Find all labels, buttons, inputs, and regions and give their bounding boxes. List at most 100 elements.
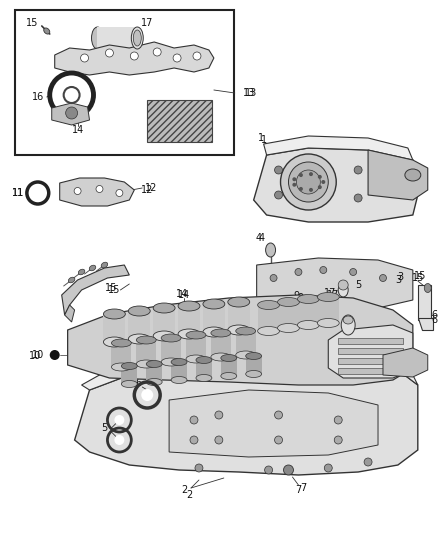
Circle shape bbox=[173, 54, 181, 62]
Ellipse shape bbox=[111, 339, 131, 347]
Circle shape bbox=[193, 52, 201, 60]
Text: 15: 15 bbox=[413, 271, 426, 281]
Circle shape bbox=[280, 154, 336, 210]
Ellipse shape bbox=[103, 309, 125, 319]
Bar bbox=[111, 343, 131, 367]
Ellipse shape bbox=[258, 327, 279, 335]
Ellipse shape bbox=[265, 243, 276, 257]
Circle shape bbox=[350, 269, 357, 276]
Text: 8: 8 bbox=[85, 335, 91, 345]
Polygon shape bbox=[62, 265, 129, 315]
Polygon shape bbox=[254, 148, 418, 222]
Circle shape bbox=[114, 415, 124, 425]
Ellipse shape bbox=[101, 262, 108, 268]
Polygon shape bbox=[368, 150, 428, 200]
Bar bbox=[178, 306, 200, 334]
Text: 12: 12 bbox=[141, 185, 153, 195]
Ellipse shape bbox=[186, 355, 206, 363]
Bar bbox=[161, 338, 181, 362]
Circle shape bbox=[318, 175, 322, 179]
Bar bbox=[297, 299, 319, 325]
Bar bbox=[136, 340, 156, 364]
Text: 13: 13 bbox=[244, 88, 257, 98]
Circle shape bbox=[114, 435, 124, 445]
Ellipse shape bbox=[131, 27, 143, 49]
Circle shape bbox=[215, 411, 223, 419]
Ellipse shape bbox=[221, 373, 237, 379]
Bar bbox=[15, 10, 234, 155]
Bar bbox=[171, 362, 187, 380]
Polygon shape bbox=[264, 136, 413, 160]
Circle shape bbox=[338, 280, 348, 290]
Circle shape bbox=[289, 162, 328, 202]
Text: 15: 15 bbox=[26, 18, 38, 28]
Text: 5: 5 bbox=[101, 423, 108, 433]
Polygon shape bbox=[67, 295, 413, 385]
Circle shape bbox=[318, 185, 322, 189]
Bar bbox=[236, 331, 256, 355]
Ellipse shape bbox=[424, 284, 431, 293]
Bar bbox=[338, 348, 403, 354]
Text: 11: 11 bbox=[12, 188, 24, 198]
Text: 14: 14 bbox=[178, 290, 190, 300]
Circle shape bbox=[309, 172, 313, 176]
Ellipse shape bbox=[297, 320, 319, 329]
Text: 3: 3 bbox=[395, 275, 401, 285]
Bar bbox=[221, 358, 237, 376]
Polygon shape bbox=[418, 285, 431, 320]
Ellipse shape bbox=[236, 327, 256, 335]
Circle shape bbox=[215, 436, 223, 444]
Circle shape bbox=[190, 416, 198, 424]
Text: 11: 11 bbox=[12, 188, 24, 198]
Circle shape bbox=[275, 191, 283, 199]
Ellipse shape bbox=[44, 28, 50, 34]
Circle shape bbox=[324, 464, 332, 472]
Bar bbox=[338, 368, 403, 374]
Ellipse shape bbox=[153, 303, 175, 313]
Ellipse shape bbox=[228, 325, 250, 335]
Ellipse shape bbox=[146, 360, 162, 367]
Circle shape bbox=[299, 187, 303, 191]
Ellipse shape bbox=[278, 297, 300, 306]
Ellipse shape bbox=[89, 265, 96, 271]
Bar bbox=[318, 297, 339, 323]
Polygon shape bbox=[81, 356, 418, 390]
Text: 4: 4 bbox=[256, 233, 261, 243]
Ellipse shape bbox=[161, 358, 181, 366]
Ellipse shape bbox=[186, 331, 206, 339]
Polygon shape bbox=[65, 305, 74, 322]
Ellipse shape bbox=[171, 376, 187, 384]
Ellipse shape bbox=[246, 352, 261, 359]
Ellipse shape bbox=[178, 301, 200, 311]
Text: 7: 7 bbox=[295, 485, 301, 495]
Circle shape bbox=[364, 458, 372, 466]
Text: 4: 4 bbox=[258, 233, 265, 243]
Ellipse shape bbox=[318, 319, 339, 327]
Polygon shape bbox=[60, 178, 134, 206]
Ellipse shape bbox=[211, 353, 231, 361]
Text: 14: 14 bbox=[71, 125, 84, 135]
Circle shape bbox=[190, 436, 198, 444]
Ellipse shape bbox=[211, 329, 231, 337]
Bar bbox=[278, 302, 300, 328]
Bar bbox=[186, 335, 206, 359]
Text: 9: 9 bbox=[297, 293, 304, 303]
Circle shape bbox=[74, 188, 81, 195]
Bar bbox=[146, 364, 162, 382]
Ellipse shape bbox=[146, 378, 162, 385]
Circle shape bbox=[299, 173, 303, 177]
Circle shape bbox=[321, 180, 325, 184]
Circle shape bbox=[34, 189, 42, 197]
Ellipse shape bbox=[343, 316, 353, 324]
Text: 1: 1 bbox=[258, 133, 264, 143]
Polygon shape bbox=[383, 348, 428, 377]
Bar bbox=[211, 333, 231, 357]
Circle shape bbox=[295, 269, 302, 276]
Ellipse shape bbox=[136, 336, 156, 344]
Text: 17: 17 bbox=[324, 288, 336, 298]
Circle shape bbox=[106, 49, 113, 57]
Text: 3: 3 bbox=[397, 272, 403, 282]
Polygon shape bbox=[52, 103, 89, 125]
Polygon shape bbox=[55, 42, 214, 75]
Ellipse shape bbox=[171, 359, 187, 366]
